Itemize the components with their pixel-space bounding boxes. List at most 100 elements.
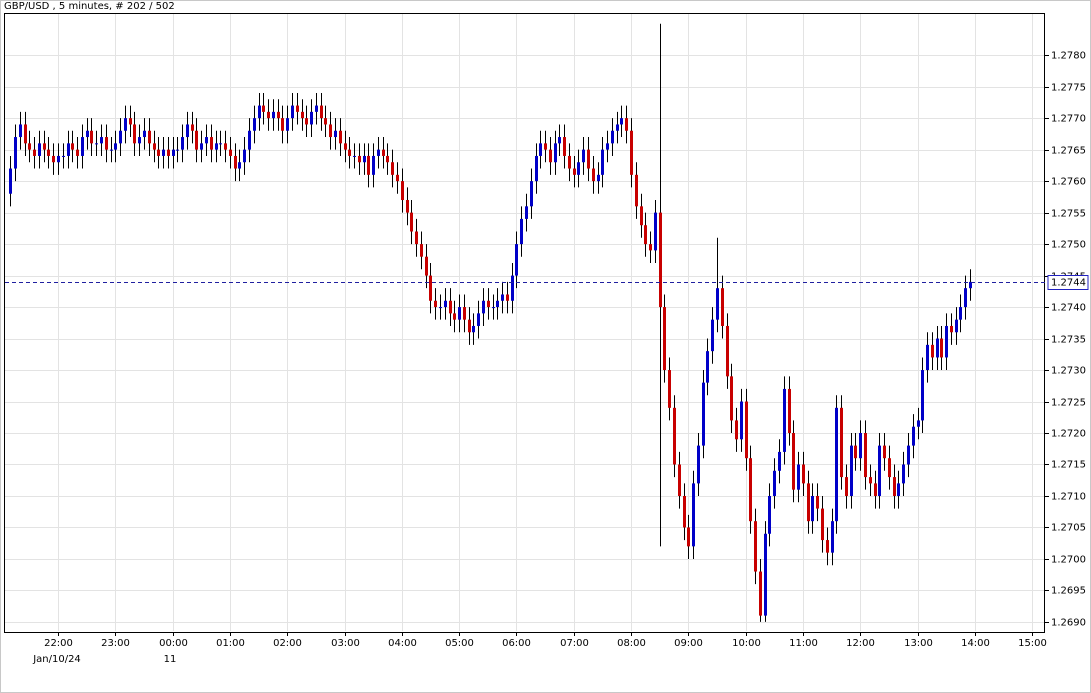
- candle-body: [477, 313, 480, 326]
- candle-body: [783, 388, 786, 452]
- candle-body: [315, 105, 318, 112]
- candle-body: [840, 407, 843, 478]
- candle-body: [496, 300, 499, 308]
- candle-body: [487, 300, 490, 308]
- candle-body: [234, 155, 237, 169]
- candle-body: [205, 137, 208, 144]
- candle-body: [850, 445, 853, 496]
- candle-body: [697, 445, 700, 484]
- candle-body: [420, 244, 423, 257]
- candle-body: [363, 155, 366, 163]
- candle-body: [377, 149, 380, 156]
- candle-body: [558, 137, 561, 144]
- candle-body: [778, 451, 781, 471]
- candle-body: [367, 155, 370, 175]
- candle-body: [969, 281, 972, 289]
- candle-body: [286, 118, 289, 131]
- candle-body: [845, 477, 848, 496]
- candle-body: [406, 200, 409, 213]
- candle-body: [692, 483, 695, 547]
- candle-body: [157, 149, 160, 156]
- candle-body: [940, 338, 943, 358]
- candle-body: [740, 401, 743, 440]
- candle-body: [893, 477, 896, 496]
- candle-body: [773, 470, 776, 496]
- y-tick-label: 1.2730: [1051, 366, 1086, 377]
- y-tick-label: 1.2735: [1051, 335, 1086, 346]
- candle-body: [936, 338, 939, 358]
- y-tick-label: 1.2760: [1051, 177, 1086, 188]
- candle-body: [344, 143, 347, 150]
- candle-body: [577, 162, 580, 175]
- candle-body: [238, 162, 241, 169]
- candle-body: [28, 143, 31, 150]
- candle-body: [463, 307, 466, 320]
- candle-body: [535, 155, 538, 182]
- candle-body: [415, 231, 418, 245]
- candle-body: [931, 344, 934, 358]
- last-price-box: [1047, 275, 1089, 290]
- x-tick-label: 07:00: [560, 638, 589, 649]
- candle-body: [917, 420, 920, 427]
- y-tick-label: 1.2720: [1051, 429, 1086, 440]
- x-tick-label: 14:00: [961, 638, 990, 649]
- candle-body: [759, 571, 762, 616]
- candle-body: [243, 149, 246, 163]
- x-tick-label: 08:00: [617, 638, 646, 649]
- x-tick-label: 23:00: [101, 638, 130, 649]
- x-tick-label: 15:00: [1018, 638, 1047, 649]
- candle-body: [195, 130, 198, 150]
- candle-body: [358, 155, 361, 163]
- y-tick-label: 1.2765: [1051, 146, 1086, 157]
- y-tick-label: 1.2770: [1051, 114, 1086, 125]
- candle-body: [339, 130, 342, 144]
- candle-body: [124, 118, 127, 131]
- candle-body: [921, 370, 924, 421]
- candle-body: [668, 370, 671, 408]
- candle-body: [86, 130, 89, 138]
- candle-body: [530, 181, 533, 207]
- candle-body: [635, 174, 638, 207]
- candle-body: [874, 483, 877, 496]
- candle-body: [172, 149, 175, 156]
- candle-body: [501, 294, 504, 301]
- candle-body: [711, 319, 714, 352]
- candle-body: [620, 118, 623, 125]
- plot-area: [4, 13, 1045, 633]
- candle-body: [587, 149, 590, 169]
- candle-body: [348, 149, 351, 156]
- candle-body: [62, 155, 65, 157]
- candle-body: [38, 143, 41, 156]
- candle-body: [864, 433, 867, 478]
- candle-body: [153, 143, 156, 150]
- candle-body: [148, 130, 151, 144]
- x-tick-label: 22:00: [44, 638, 73, 649]
- candle-body: [410, 212, 413, 232]
- candle-body: [673, 407, 676, 465]
- candle-body: [52, 155, 55, 163]
- candle-body: [329, 124, 332, 138]
- candle-body: [14, 137, 17, 169]
- x-tick-label: 10:00: [732, 638, 761, 649]
- chart-title: GBP/USD , 5 minutes, # 202 / 502: [4, 1, 175, 12]
- candle-body: [515, 244, 518, 276]
- candle-body: [831, 521, 834, 553]
- candle-body: [482, 300, 485, 314]
- candle-body: [964, 288, 967, 308]
- candle-body: [945, 325, 948, 358]
- candle-body: [401, 181, 404, 201]
- candle-body: [391, 162, 394, 175]
- x-tick-label: 09:00: [674, 638, 703, 649]
- candle-body: [258, 105, 261, 119]
- candle-body: [353, 155, 356, 157]
- x-tick-label: 02:00: [273, 638, 302, 649]
- candle-body: [143, 130, 146, 138]
- candle-body: [305, 118, 308, 125]
- candle-body: [511, 275, 514, 301]
- candle-body: [821, 508, 824, 541]
- candle-body: [902, 464, 905, 484]
- candle-body: [310, 111, 313, 125]
- candle-body: [162, 149, 165, 156]
- candle-body: [229, 149, 232, 156]
